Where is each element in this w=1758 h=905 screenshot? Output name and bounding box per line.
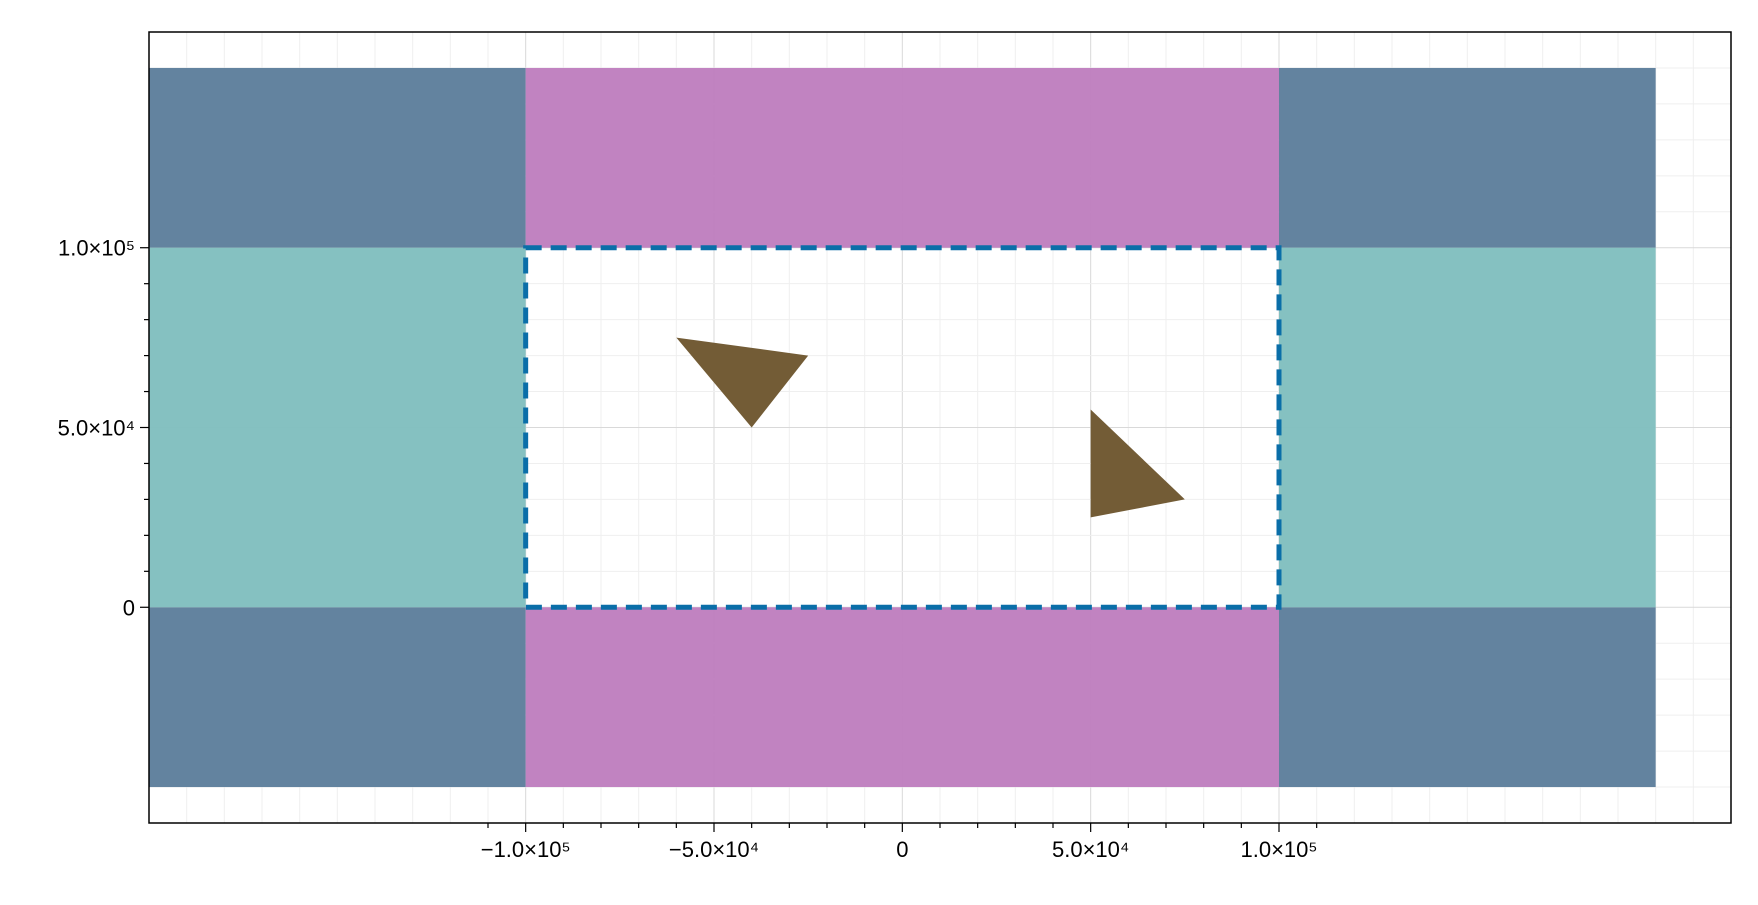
boundary-dashed-rect <box>523 245 1282 610</box>
band-bottom-rect <box>525 607 1279 788</box>
x-tick-label: 5.0×10⁴ <box>1052 837 1129 862</box>
side-right-rect <box>1279 247 1656 608</box>
x-tick-label: −5.0×10⁴ <box>669 837 759 862</box>
y-tick-label: 1.0×10⁵ <box>58 236 135 261</box>
band-top-rect <box>525 67 1279 248</box>
corner-top-left-rect <box>149 67 526 248</box>
triangles <box>676 337 1185 518</box>
rectangles <box>149 67 1656 788</box>
triangle-2 <box>1090 409 1185 518</box>
x-tick-label: 1.0×10⁵ <box>1240 837 1317 862</box>
axes: −1.0×10⁵ −5.0×10⁴ 0 5.0×10⁴ 1.0×10⁵ 0 5.0×10⁴ 1… <box>58 236 1318 862</box>
y-tick-label: 5.0×10⁴ <box>58 416 135 441</box>
triangle-1 <box>676 337 809 428</box>
corner-bottom-left-rect <box>149 607 526 788</box>
corner-top-right-rect <box>1279 67 1656 248</box>
x-tick-label: 0 <box>896 837 908 862</box>
corner-bottom-right-rect <box>1279 607 1656 788</box>
side-left-rect <box>149 247 526 608</box>
boundary-group <box>523 245 1282 610</box>
y-tick-label: 0 <box>123 595 135 620</box>
x-tick-label: −1.0×10⁵ <box>481 837 571 862</box>
